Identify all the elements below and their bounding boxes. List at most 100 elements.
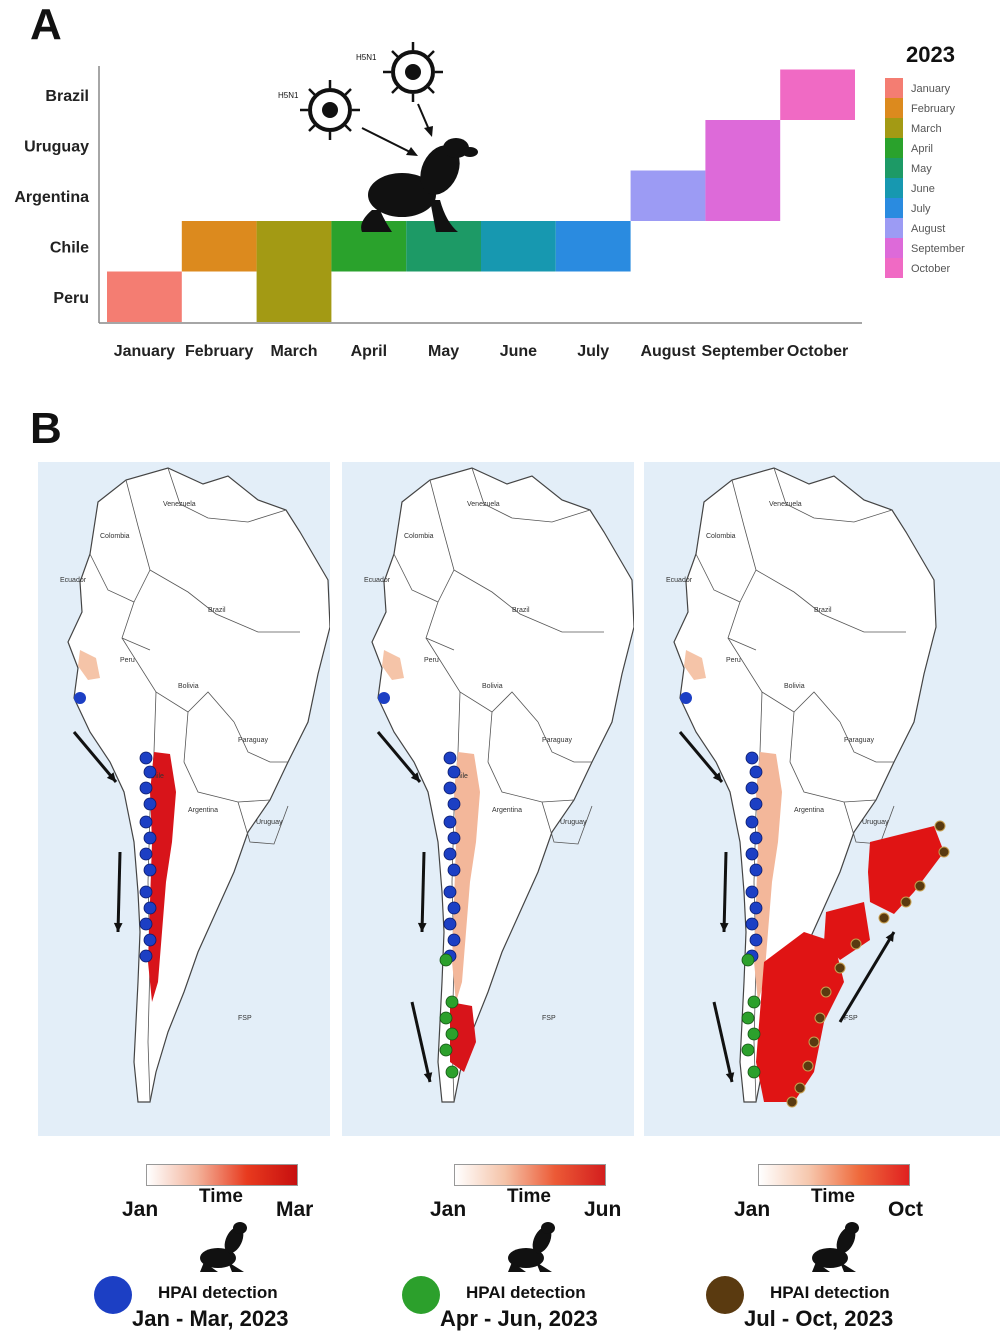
x-tick-label: February <box>185 343 254 360</box>
detection-point <box>143 933 157 947</box>
time-label: Time <box>506 1186 551 1207</box>
detection-point <box>747 995 761 1009</box>
country-label: Brazil <box>512 607 530 614</box>
brazil-shade <box>868 826 944 914</box>
country-border <box>839 721 894 763</box>
sea-lion-icon <box>812 1222 859 1272</box>
detection-point <box>439 1011 453 1025</box>
detection-point <box>747 1065 761 1079</box>
x-tick-label: July <box>577 343 609 360</box>
detection-point <box>447 765 461 779</box>
country-label: Chile <box>452 773 468 780</box>
detection-point <box>143 765 157 779</box>
movement-arrow <box>72 731 118 783</box>
cell-peru-march <box>256 271 332 322</box>
country-label: Chile <box>148 773 164 780</box>
y-tick-label: Peru <box>53 290 89 307</box>
detection-point <box>749 831 763 845</box>
country-label: Colombia <box>404 533 434 540</box>
cell-uruguay-september <box>705 120 781 171</box>
map-legend-3: Time Jan Oct HPAI detection Jul - Oct, 2… <box>658 1158 978 1338</box>
map-3-svg: Venezuela Colombia Ecuador Brazil Peru Bolivi… <box>666 467 950 1108</box>
period-label: Jan - Mar, 2023 <box>132 1306 289 1331</box>
time-end-label: Mar <box>276 1198 314 1221</box>
map-legend-1: Time Jan Mar HPAI detection Jan - Mar, 2… <box>46 1158 366 1338</box>
map-panel-1: Venezuela Colombia Ecuador Brazil Peru Bolivi… <box>38 462 330 1136</box>
detection-point <box>745 917 759 931</box>
time-start-label: Jan <box>122 1198 159 1221</box>
legend-swatch <box>885 98 903 118</box>
country-border <box>541 801 593 845</box>
legend-label: February <box>911 103 956 115</box>
legend-label: January <box>911 83 951 95</box>
arrow-head <box>424 126 433 137</box>
detection-point <box>749 797 763 811</box>
detection-point <box>439 1043 453 1057</box>
country-border <box>843 801 895 845</box>
virus-icon <box>300 80 360 140</box>
country-border <box>149 569 300 633</box>
x-tick-label: April <box>351 343 387 360</box>
legend-layer: January February March April May June July Augu… <box>885 78 965 278</box>
country-border <box>731 479 757 603</box>
cell-chile-june <box>481 221 556 272</box>
country-label: Peru <box>726 657 741 664</box>
arrow-head <box>106 772 116 782</box>
country-label: Peru <box>120 657 135 664</box>
detection-point <box>443 847 457 861</box>
country-border <box>695 553 757 651</box>
legend-swatch <box>885 238 903 258</box>
detection-point <box>814 1012 826 1024</box>
detection-point <box>741 1011 755 1025</box>
detection-dot <box>706 1276 744 1314</box>
virus-label-2: H5N1 <box>356 53 377 62</box>
detection-point <box>934 820 946 832</box>
legend-swatch <box>885 78 903 98</box>
detection-point <box>786 1096 798 1108</box>
detection-label: HPAI detection <box>466 1283 586 1302</box>
y-tick-label: Argentina <box>14 189 89 206</box>
detection-point <box>443 815 457 829</box>
arrow-head <box>113 922 123 932</box>
panel-a-label: A <box>30 0 62 49</box>
peru-shade <box>78 650 100 680</box>
detection-point <box>745 781 759 795</box>
country-border <box>393 553 455 651</box>
country-label: FSP <box>844 1015 858 1022</box>
detection-point <box>139 847 153 861</box>
legend-swatch <box>885 158 903 178</box>
legend-swatch <box>885 178 903 198</box>
detection-point <box>741 1043 755 1057</box>
panel-b-label: B <box>30 404 62 453</box>
x-tick-label: August <box>640 343 696 360</box>
detection-point <box>938 846 950 858</box>
country-label: Ecuador <box>666 577 693 584</box>
arrow-head <box>417 922 427 932</box>
time-gradient-bar <box>758 1164 910 1186</box>
country-border <box>233 721 288 763</box>
x-tick-label: March <box>270 343 317 360</box>
country-label: Uruguay <box>560 819 587 826</box>
detection-point <box>749 863 763 877</box>
detection-point <box>680 692 692 704</box>
country-label: Bolivia <box>178 683 199 690</box>
period-label: Jul - Oct, 2023 <box>744 1306 894 1331</box>
country-label: Colombia <box>706 533 736 540</box>
country-label: Venezuela <box>467 501 500 508</box>
cell-peru-january <box>107 271 182 322</box>
country-label: Venezuela <box>163 501 196 508</box>
movement-arrow <box>838 931 896 1023</box>
continent-outline <box>371 467 634 1103</box>
country-border <box>487 711 575 803</box>
detection-point <box>745 847 759 861</box>
cell-argentina-september <box>705 170 781 221</box>
detection-point <box>745 751 759 765</box>
virus-label-1: H5N1 <box>278 91 299 100</box>
map-1-svg: Venezuela Colombia Ecuador Brazil Peru Bolivi… <box>60 467 330 1103</box>
country-label: Peru <box>424 657 439 664</box>
arrow-head <box>725 1072 735 1082</box>
arrow-head <box>423 1072 433 1082</box>
movement-arrow <box>712 1001 734 1083</box>
time-label: Time <box>810 1186 855 1207</box>
detection-point <box>820 986 832 998</box>
